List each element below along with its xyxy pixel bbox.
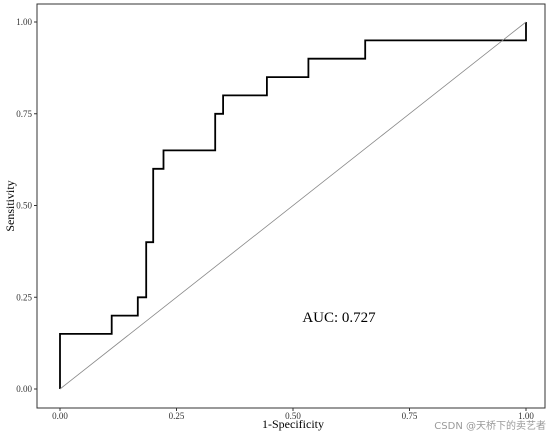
x-tick-label: 0.25 bbox=[169, 411, 185, 421]
x-tick-label: 1.00 bbox=[518, 411, 534, 421]
x-tick-label: 0.00 bbox=[52, 411, 68, 421]
y-tick-label: 1.00 bbox=[16, 17, 32, 27]
roc-curve bbox=[59, 22, 527, 389]
x-tick-label: 0.50 bbox=[285, 411, 301, 421]
x-tick-label: 0.75 bbox=[402, 411, 418, 421]
x-axis-label: 1-Specificity bbox=[262, 417, 324, 431]
y-tick-label: 0.00 bbox=[16, 384, 32, 394]
data-marks bbox=[59, 21, 527, 390]
y-tick-label: 0.25 bbox=[16, 292, 32, 302]
watermark: CSDN @天桥下的卖艺者 bbox=[434, 419, 546, 432]
reference-diagonal-line bbox=[59, 21, 527, 390]
y-tick-label: 0.75 bbox=[16, 109, 32, 119]
auc-annotation: AUC: 0.727 bbox=[302, 310, 376, 326]
y-tick-label: 0.50 bbox=[16, 201, 32, 211]
y-axis-label: Sensitivity bbox=[3, 180, 17, 231]
axis-ticks: 0.00 0.25 0.50 0.75 1.00 0.00 0.25 0.50 0.75 1.00 bbox=[16, 17, 534, 421]
